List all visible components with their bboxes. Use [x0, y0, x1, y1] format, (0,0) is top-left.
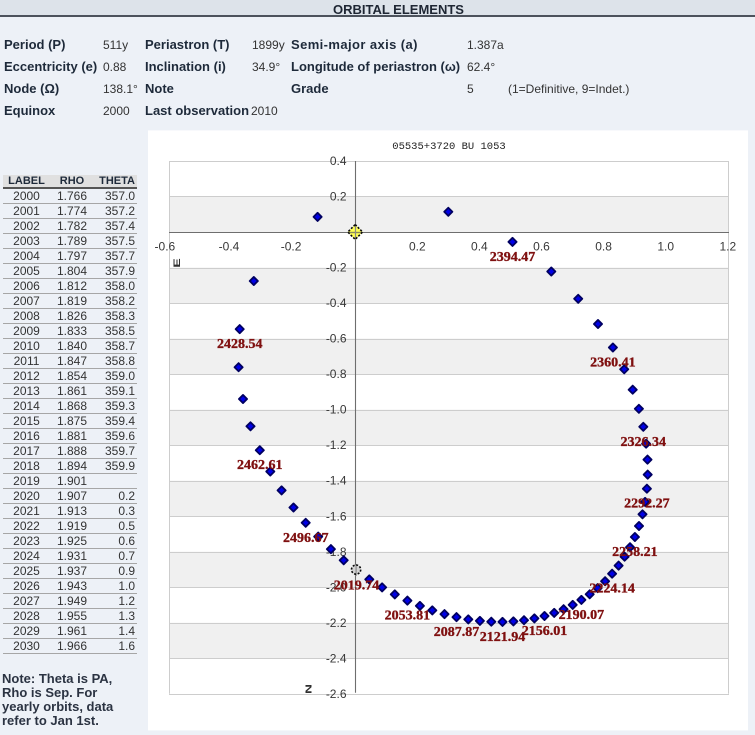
svg-text:-0.6: -0.6	[326, 332, 347, 346]
svg-text:0.6: 0.6	[533, 239, 550, 253]
svg-text:-1.2: -1.2	[326, 438, 347, 452]
svg-text:0.4: 0.4	[330, 154, 347, 168]
svg-text:2224.14: 2224.14	[589, 582, 635, 597]
svg-text:2156.01: 2156.01	[522, 624, 568, 639]
svg-text:-0.8: -0.8	[326, 367, 347, 381]
svg-text:-1.0: -1.0	[326, 403, 347, 417]
svg-text:2019.74: 2019.74	[334, 578, 380, 593]
svg-text:0.4: 0.4	[471, 239, 488, 253]
svg-text:-0.4: -0.4	[326, 296, 347, 310]
svg-text:1.2: 1.2	[719, 239, 736, 253]
svg-text:05535+3720 BU 1053: 05535+3720 BU 1053	[392, 141, 505, 153]
svg-text:0.2: 0.2	[409, 239, 426, 253]
svg-text:2394.47: 2394.47	[490, 250, 536, 265]
svg-text:2190.07: 2190.07	[559, 608, 605, 623]
svg-text:2292.27: 2292.27	[624, 497, 670, 512]
svg-text:-0.6: -0.6	[155, 239, 176, 253]
svg-text:N: N	[305, 684, 314, 694]
svg-text:-1.6: -1.6	[326, 509, 347, 523]
svg-text:-2.4: -2.4	[326, 651, 347, 665]
svg-text:2087.87: 2087.87	[434, 625, 480, 640]
svg-text:2258.21: 2258.21	[612, 545, 658, 560]
svg-text:0.8: 0.8	[595, 239, 612, 253]
svg-text:-0.2: -0.2	[281, 239, 302, 253]
svg-text:-2.2: -2.2	[326, 616, 347, 630]
svg-text:2496.67: 2496.67	[283, 531, 329, 546]
svg-text:-2.0: -2.0	[326, 580, 347, 594]
svg-text:0.2: 0.2	[330, 190, 347, 204]
svg-text:-0.4: -0.4	[219, 239, 240, 253]
svg-text:-1.4: -1.4	[326, 474, 347, 488]
svg-text:-2.6: -2.6	[326, 687, 347, 701]
svg-text:2428.54: 2428.54	[217, 337, 263, 352]
svg-text:2462.61: 2462.61	[237, 458, 282, 473]
svg-text:2360.41: 2360.41	[590, 356, 636, 371]
svg-text:E: E	[172, 258, 183, 267]
svg-text:-0.2: -0.2	[326, 261, 347, 275]
svg-text:2053.81: 2053.81	[385, 609, 431, 624]
svg-text:2326.34: 2326.34	[621, 435, 667, 450]
svg-text:2121.94: 2121.94	[480, 630, 526, 645]
svg-text:1.0: 1.0	[657, 239, 674, 253]
